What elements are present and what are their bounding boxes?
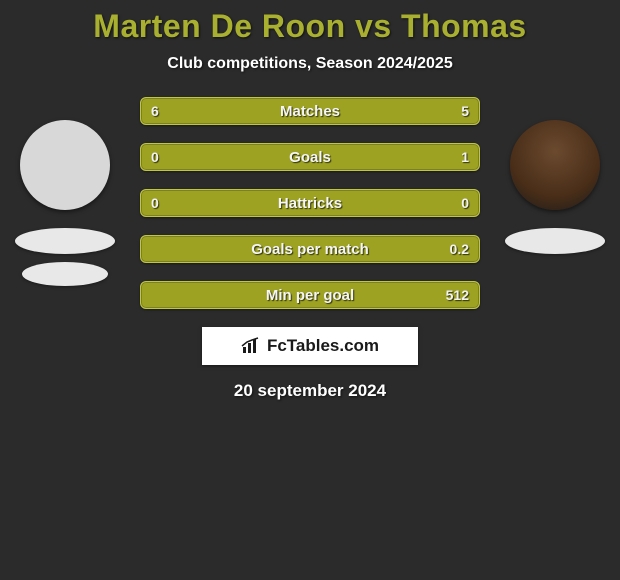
stat-label: Goals [289,149,331,166]
comparison-card: Marten De Roon vs Thomas Club competitio… [0,0,620,440]
stat-rows: 6 Matches 5 0 Goals 1 0 Hattricks 0 Goal… [140,97,480,309]
stat-row: 0 Goals 1 [140,143,480,171]
stat-label: Hattricks [278,195,342,212]
stat-row: 6 Matches 5 [140,97,480,125]
stat-right-value: 0 [461,195,469,211]
player-left-col [0,120,130,286]
bar-chart-icon [241,337,263,355]
stat-row: Min per goal 512 [140,281,480,309]
player-left-photo [20,120,110,210]
source-badge-text: FcTables.com [267,336,379,356]
stat-right-value: 5 [461,103,469,119]
source-badge[interactable]: FcTables.com [202,327,418,365]
subtitle: Club competitions, Season 2024/2025 [0,55,620,73]
stat-left-value: 0 [151,195,159,211]
stat-row: 0 Hattricks 0 [140,189,480,217]
stat-right-value: 512 [446,287,469,303]
stat-label: Matches [280,103,340,120]
stat-right-value: 0.2 [450,241,469,257]
stat-row: Goals per match 0.2 [140,235,480,263]
player-right-photo [510,120,600,210]
player-right-club-pill [505,228,605,254]
player-left-club-pill [15,228,115,254]
player-right-col [490,120,620,262]
page-title: Marten De Roon vs Thomas [0,8,620,45]
player-left-nat-pill [22,262,108,286]
stat-right-value: 1 [461,149,469,165]
stat-label: Goals per match [251,241,369,258]
stat-left-value: 6 [151,103,159,119]
stat-left-value: 0 [151,149,159,165]
date-text: 20 september 2024 [0,381,620,401]
stat-label: Min per goal [266,287,354,304]
